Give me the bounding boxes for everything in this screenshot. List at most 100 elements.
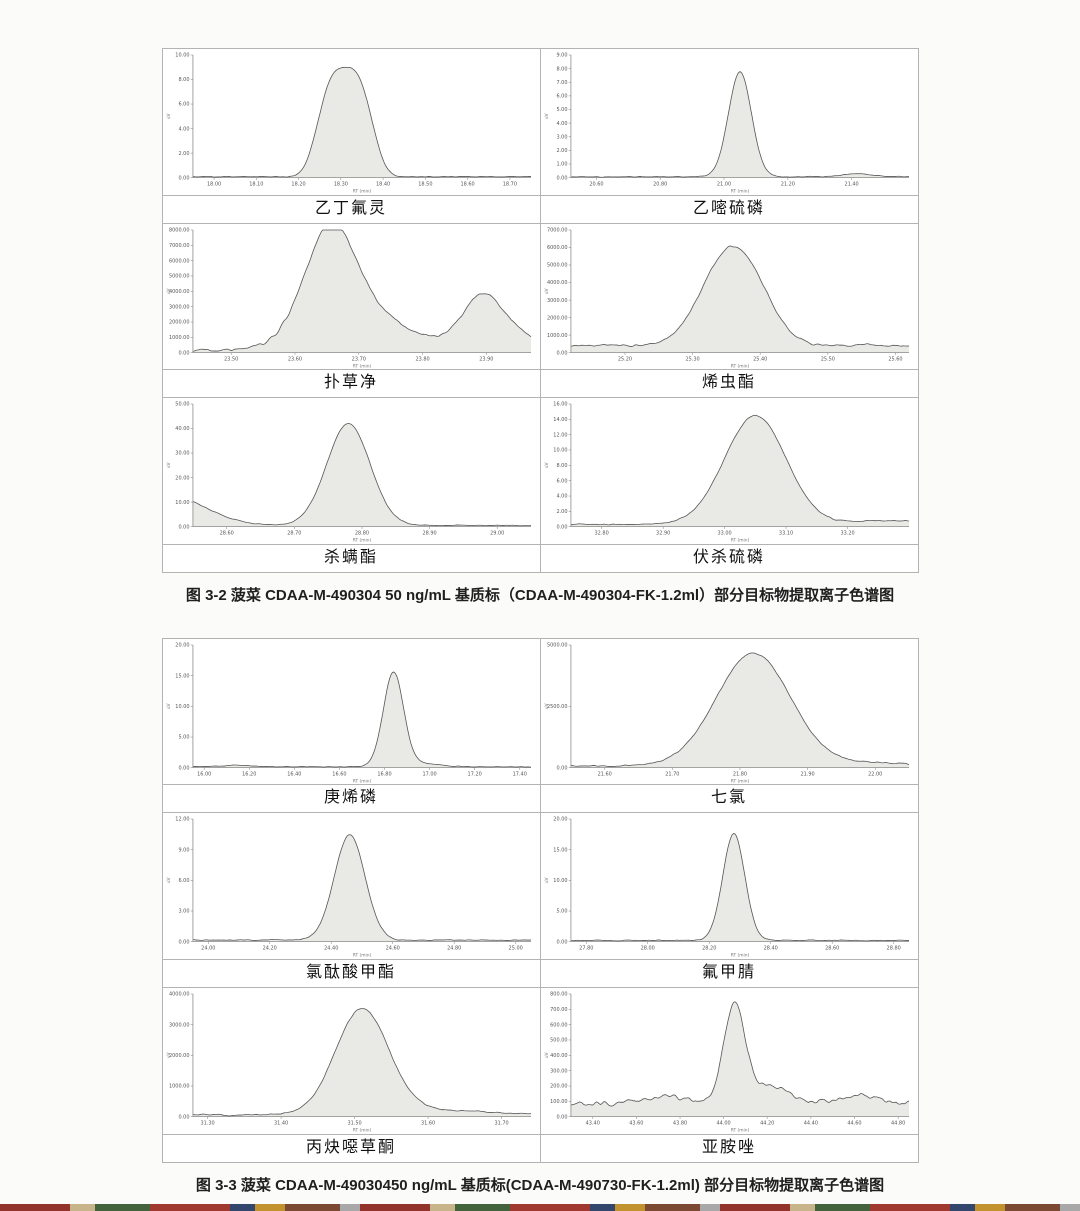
svg-text:28.80: 28.80 (354, 531, 368, 537)
x-axis-ticks: 23.50 23.60 23.70 23.80 23.90 (224, 352, 493, 362)
svg-text:0.00: 0.00 (556, 350, 567, 356)
svg-text:0.00: 0.00 (556, 940, 567, 946)
svg-text:3000.00: 3000.00 (546, 297, 567, 303)
peak-area-fill (192, 835, 531, 943)
y-axis-ticks: 5000.00 2500.00 0.00 (546, 643, 571, 771)
svg-text:21.20: 21.20 (780, 182, 794, 188)
chromatogram-cell: 9.00 8.00 7.00 6.00 5.00 4.00 3.00 2.00 1.00 0.00… (540, 49, 919, 224)
peak-trace (570, 1001, 909, 1107)
svg-text:28.70: 28.70 (287, 531, 301, 537)
peak-area-fill (192, 1008, 531, 1117)
peak-trace (192, 229, 531, 352)
svg-text:24.80: 24.80 (447, 946, 461, 952)
svg-text:25.00: 25.00 (508, 946, 522, 952)
y-axis-ticks: 50.00 40.00 30.00 20.00 10.00 0.00 (175, 402, 193, 531)
y-axis-ticks: 4000.00 3000.00 2000.00 1000.00 0.00 (168, 992, 193, 1120)
svg-text:22.00: 22.00 (868, 771, 882, 777)
svg-text:18.50: 18.50 (418, 182, 432, 188)
svg-text:0.00: 0.00 (178, 175, 189, 181)
svg-text:21.40: 21.40 (844, 182, 858, 188)
chromatogram-plot: 800.00 700.00 600.00 500.00 400.00 300.00 200.… (540, 988, 918, 1134)
svg-text:3.00: 3.00 (178, 909, 189, 915)
figure-3-3-block: 20.00 15.00 10.00 5.00 0.00 16.00 16.20 16.40 16… (0, 637, 1080, 1196)
svg-text:0.00: 0.00 (178, 940, 189, 946)
svg-text:4000.00: 4000.00 (168, 992, 189, 998)
svg-text:5000.00: 5000.00 (168, 273, 189, 279)
svg-text:21.70: 21.70 (665, 771, 679, 777)
svg-text:4000.00: 4000.00 (546, 280, 567, 286)
svg-text:5000.00: 5000.00 (546, 262, 567, 268)
svg-text:6000.00: 6000.00 (546, 245, 567, 251)
x-axis-ticks: 28.60 28.70 28.80 28.90 29.00 (219, 526, 504, 537)
svg-text:600.00: 600.00 (550, 1022, 567, 1028)
y-axis-title: uV (543, 1052, 549, 1058)
svg-text:1000.00: 1000.00 (168, 335, 189, 341)
svg-text:1000.00: 1000.00 (168, 1084, 189, 1090)
svg-text:25.40: 25.40 (753, 356, 767, 362)
y-axis-title: uV (543, 703, 549, 709)
chromatogram-cell: 16.00 14.00 12.00 10.00 8.00 6.00 4.00 2.00 0.00… (540, 398, 919, 573)
x-axis-ticks: 18.00 18.10 18.20 18.30 18.40 18.50 18.60 18.70 (206, 177, 516, 188)
svg-text:8.00: 8.00 (556, 66, 567, 72)
svg-text:9.00: 9.00 (556, 53, 567, 59)
svg-text:2.00: 2.00 (556, 148, 567, 154)
peak-trace (570, 71, 909, 178)
peak-trace (570, 415, 909, 526)
x-axis-ticks: 31.30 31.40 31.50 31.60 31.70 (200, 1116, 508, 1127)
svg-text:2000.00: 2000.00 (168, 319, 189, 325)
peak-area-fill (570, 245, 909, 353)
x-axis-ticks: 16.00 16.20 16.40 16.60 16.80 17.00 17.20 17.40 (197, 767, 526, 777)
svg-text:16.20: 16.20 (242, 771, 256, 777)
svg-text:43.60: 43.60 (629, 1121, 643, 1127)
svg-text:4000.00: 4000.00 (168, 289, 189, 295)
svg-text:400.00: 400.00 (550, 1053, 567, 1059)
peak-area-fill (192, 423, 531, 527)
svg-text:10.00: 10.00 (175, 500, 189, 506)
svg-text:5.00: 5.00 (556, 107, 567, 113)
axes (570, 54, 909, 179)
svg-text:0.00: 0.00 (178, 525, 189, 531)
svg-text:8.00: 8.00 (556, 463, 567, 469)
svg-text:16.40: 16.40 (287, 771, 301, 777)
svg-text:17.40: 17.40 (512, 771, 526, 777)
svg-text:23.70: 23.70 (351, 356, 365, 362)
figure-3-2-caption: 图 3-2 菠菜 CDAA-M-490304 50 ng/mL 基质标（CDAA… (185, 586, 895, 604)
chromatogram-plot: 12.00 9.00 6.00 3.00 0.00 24.00 24.20 24.40 24.6… (162, 813, 540, 960)
svg-text:20.00: 20.00 (175, 476, 189, 482)
svg-text:17.20: 17.20 (467, 771, 481, 777)
svg-text:44.00: 44.00 (716, 1121, 730, 1127)
bottom-edge-strip (0, 1204, 1080, 1211)
y-axis-title: uV (165, 113, 171, 119)
svg-text:8.00: 8.00 (178, 77, 189, 83)
y-axis-title: uV (543, 113, 549, 119)
svg-text:28.60: 28.60 (219, 531, 233, 537)
x-axis-ticks: 43.40 43.60 43.80 44.00 44.20 44.40 44.60 44.80 (585, 1116, 905, 1127)
svg-text:6.00: 6.00 (178, 102, 189, 108)
svg-text:2.00: 2.00 (556, 509, 567, 515)
y-axis-ticks: 20.00 15.00 10.00 5.00 0.00 (553, 817, 571, 946)
svg-text:0.00: 0.00 (556, 765, 567, 771)
svg-text:3000.00: 3000.00 (168, 1022, 189, 1028)
x-axis-title: RT (min) (352, 953, 371, 959)
peak-trace (192, 66, 531, 178)
y-axis-ticks: 16.00 14.00 12.00 10.00 8.00 6.00 4.00 2.00 0.00 (553, 402, 571, 531)
svg-text:31.50: 31.50 (347, 1121, 361, 1127)
axes (192, 644, 531, 768)
svg-text:2000.00: 2000.00 (168, 1053, 189, 1059)
svg-text:40.00: 40.00 (175, 426, 189, 432)
svg-text:2000.00: 2000.00 (546, 315, 567, 321)
chromatogram-cell: 800.00 700.00 600.00 500.00 400.00 300.00 200.… (540, 988, 919, 1163)
svg-text:0.00: 0.00 (178, 765, 189, 771)
svg-text:7000.00: 7000.00 (546, 227, 567, 233)
x-axis-title: RT (min) (352, 778, 371, 784)
peak-area-fill (570, 415, 909, 527)
svg-text:31.70: 31.70 (494, 1121, 508, 1127)
x-axis-title: RT (min) (730, 778, 749, 784)
svg-text:30.00: 30.00 (175, 451, 189, 457)
compound-name-label: 氟甲腈 (540, 959, 918, 987)
svg-text:16.00: 16.00 (553, 402, 567, 408)
compound-name-label: 乙嘧硫磷 (540, 194, 918, 223)
svg-text:16.80: 16.80 (377, 771, 391, 777)
chromatogram-plot: 7000.00 6000.00 5000.00 4000.00 3000.00 2000.… (540, 223, 918, 370)
svg-text:43.40: 43.40 (585, 1121, 599, 1127)
